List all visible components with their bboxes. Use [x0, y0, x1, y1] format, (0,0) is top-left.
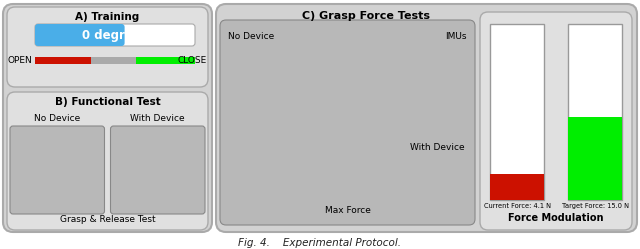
FancyBboxPatch shape	[35, 24, 125, 46]
Text: Grasp & Release Test: Grasp & Release Test	[60, 215, 156, 224]
FancyBboxPatch shape	[7, 7, 208, 87]
Text: IMUs: IMUs	[445, 32, 467, 41]
Text: No Device: No Device	[34, 114, 81, 123]
Text: Target Force: 15.0 N: Target Force: 15.0 N	[561, 203, 628, 209]
FancyBboxPatch shape	[220, 20, 475, 225]
Text: B) Functional Test: B) Functional Test	[54, 97, 161, 107]
Text: OPEN: OPEN	[8, 56, 33, 65]
Text: CLOSE: CLOSE	[178, 56, 207, 65]
Text: A) Training: A) Training	[76, 12, 140, 22]
Bar	[35, 57, 91, 64]
Text: 0 degrees: 0 degrees	[82, 28, 148, 42]
FancyBboxPatch shape	[10, 126, 104, 214]
Text: Current Force: 4.1 N: Current Force: 4.1 N	[483, 203, 550, 209]
FancyBboxPatch shape	[480, 12, 632, 230]
Bar	[490, 174, 544, 200]
Text: C) Grasp Force Tests: C) Grasp Force Tests	[303, 11, 431, 21]
FancyBboxPatch shape	[7, 92, 208, 230]
FancyBboxPatch shape	[111, 126, 205, 214]
Text: With Device: With Device	[410, 143, 465, 152]
Bar	[490, 24, 544, 200]
Bar	[568, 117, 622, 200]
FancyBboxPatch shape	[35, 24, 195, 46]
Text: Force Modulation: Force Modulation	[508, 213, 604, 223]
Text: No Device: No Device	[228, 32, 275, 41]
Bar	[136, 57, 195, 64]
Text: Max Force: Max Force	[324, 206, 371, 215]
Text: Fig. 4.    Experimental Protocol.: Fig. 4. Experimental Protocol.	[239, 238, 401, 248]
FancyBboxPatch shape	[3, 4, 212, 232]
Bar	[568, 24, 622, 200]
Bar	[91, 57, 136, 64]
Text: With Device: With Device	[131, 114, 185, 123]
FancyBboxPatch shape	[216, 4, 637, 232]
